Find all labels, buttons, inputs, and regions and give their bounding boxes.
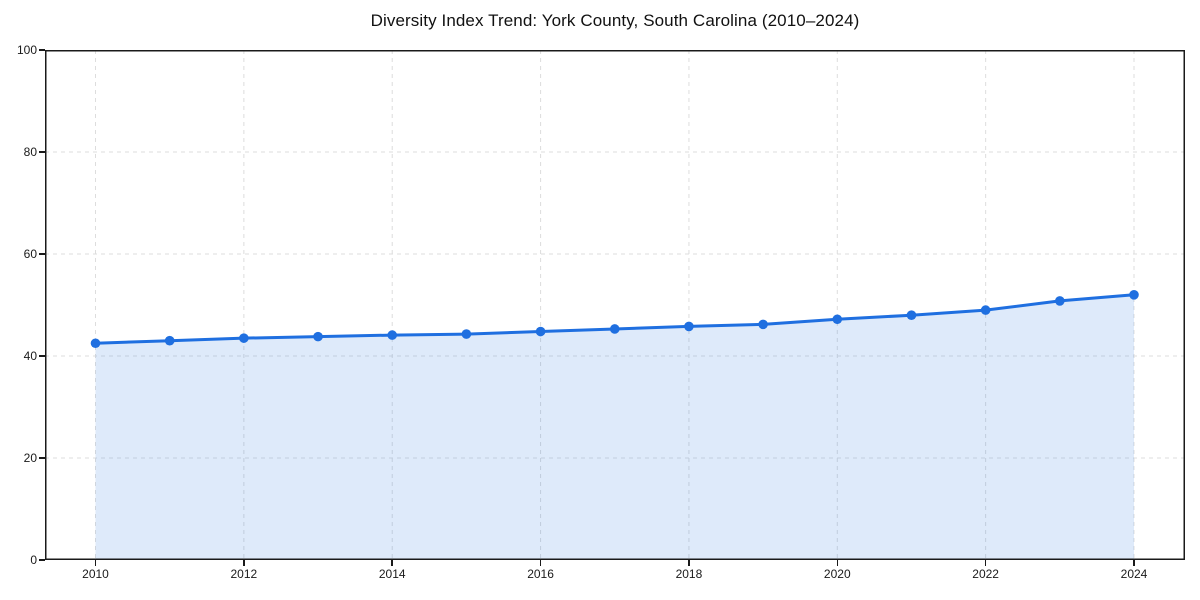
x-axis-tick-mark	[688, 560, 690, 566]
data-point	[1055, 296, 1065, 306]
x-axis-tick-label: 2012	[230, 567, 258, 581]
x-axis-tick-mark	[836, 560, 839, 566]
plot-frame	[45, 50, 1185, 560]
data-point	[609, 324, 620, 334]
x-axis-tick-label: 2018	[675, 567, 703, 581]
x-axis-tick-mark	[391, 560, 393, 566]
data-point	[832, 314, 843, 325]
area-fill	[95, 294, 1134, 560]
x-axis-tick-label: 2010	[82, 567, 109, 581]
chart-canvas	[45, 50, 1185, 560]
y-axis-tick-label: 20	[23, 451, 37, 465]
data-point	[684, 321, 694, 332]
x-axis-tick-label: 2022	[972, 567, 999, 581]
data-point	[387, 330, 398, 340]
x-axis-tick-label: 2024	[1120, 567, 1148, 581]
data-point	[313, 331, 323, 342]
chart-plot-area	[45, 50, 1185, 560]
data-point	[535, 326, 546, 337]
data-point	[164, 335, 175, 346]
y-axis-tick-mark	[39, 253, 45, 255]
y-axis-tick-mark	[39, 355, 45, 357]
data-point	[758, 319, 768, 330]
x-axis-tick-label: 2020	[823, 567, 851, 581]
data-point	[239, 333, 249, 343]
x-axis-tick-label: 2016	[527, 567, 554, 581]
data-point	[1129, 290, 1139, 300]
x-axis-tick-mark	[1133, 560, 1135, 566]
y-axis-tick-label: 100	[16, 43, 37, 57]
x-axis-tick-mark	[94, 560, 97, 566]
y-axis-tick-label: 40	[23, 349, 37, 363]
y-axis-tick-mark	[39, 49, 45, 51]
x-axis-tick-label: 2014	[378, 567, 406, 581]
data-point	[906, 310, 917, 321]
y-axis-tick-mark	[39, 457, 45, 459]
x-axis-tick-mark	[243, 560, 245, 566]
data-point	[461, 329, 472, 339]
y-axis-tick-label: 0	[30, 553, 37, 567]
x-axis-tick-mark	[984, 560, 987, 566]
y-axis-tick-label: 60	[23, 247, 37, 261]
data-point	[90, 338, 101, 349]
y-axis-tick-mark	[39, 151, 45, 153]
y-axis-tick-mark	[39, 559, 45, 561]
x-axis-tick-mark	[539, 560, 542, 566]
chart-title: Diversity Index Trend: York County, Sout…	[370, 11, 860, 30]
data-point	[980, 305, 991, 315]
y-axis-tick-label: 80	[23, 145, 37, 159]
